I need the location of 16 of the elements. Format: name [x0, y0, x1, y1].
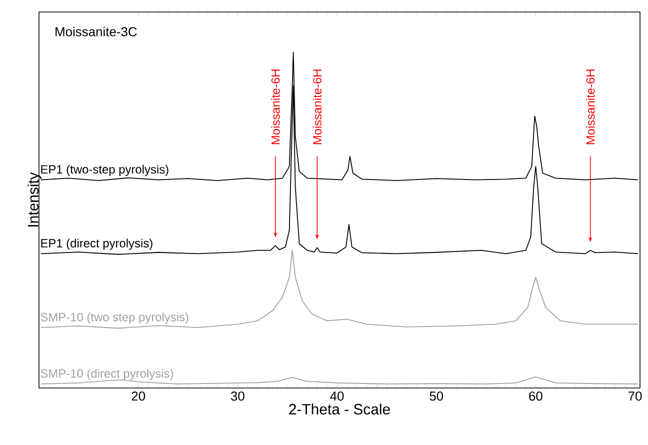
text: Moissanite-3C — [56, 26, 137, 36]
series-label: EP1 (two-step pyrolysis) — [41, 164, 168, 176]
x-tick-label: 70 — [628, 392, 642, 401]
x-tick-label: 60 — [529, 392, 542, 401]
x-tick-label: 20 — [132, 392, 146, 401]
annotation: Moissanite-6H — [586, 70, 595, 144]
x-tick-label: 30 — [230, 392, 244, 401]
x-tick-label: 40 — [330, 392, 344, 401]
series-label: SMP-10 (direct pyrolysis) — [40, 368, 173, 380]
y-axis-title: Intensity — [28, 172, 42, 226]
series-label: SMP-10 (two step pyrolysis) — [40, 312, 188, 324]
x-tick-label: 50 — [430, 392, 444, 401]
annotation: Moissanite-6H — [271, 70, 280, 144]
x-axis-title: 2-Theta - Scale — [289, 404, 390, 415]
series-label: EP1 (direct pyrolysis) — [41, 238, 152, 250]
annotation: Moissanite-6H — [312, 70, 322, 144]
